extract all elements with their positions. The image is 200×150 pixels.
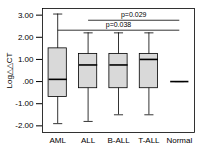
svg-text:Log△△CT: Log△△CT [5,52,14,88]
svg-text:.00: .00 [22,77,34,86]
svg-text:T-ALL: T-ALL [138,136,160,145]
svg-text:p=0.038: p=0.038 [106,21,132,29]
svg-text:-1.00: -1.00 [15,99,34,108]
svg-text:AML: AML [49,136,66,145]
svg-text:1.00: 1.00 [18,55,34,64]
svg-text:-2.00: -2.00 [15,121,34,130]
svg-text:Normal: Normal [166,136,192,145]
svg-text:3.00: 3.00 [18,11,34,20]
svg-text:ALL: ALL [81,136,96,145]
svg-text:2.00: 2.00 [18,33,34,42]
svg-text:p=0.029: p=0.029 [121,11,147,19]
svg-text:B-ALL: B-ALL [107,136,130,145]
